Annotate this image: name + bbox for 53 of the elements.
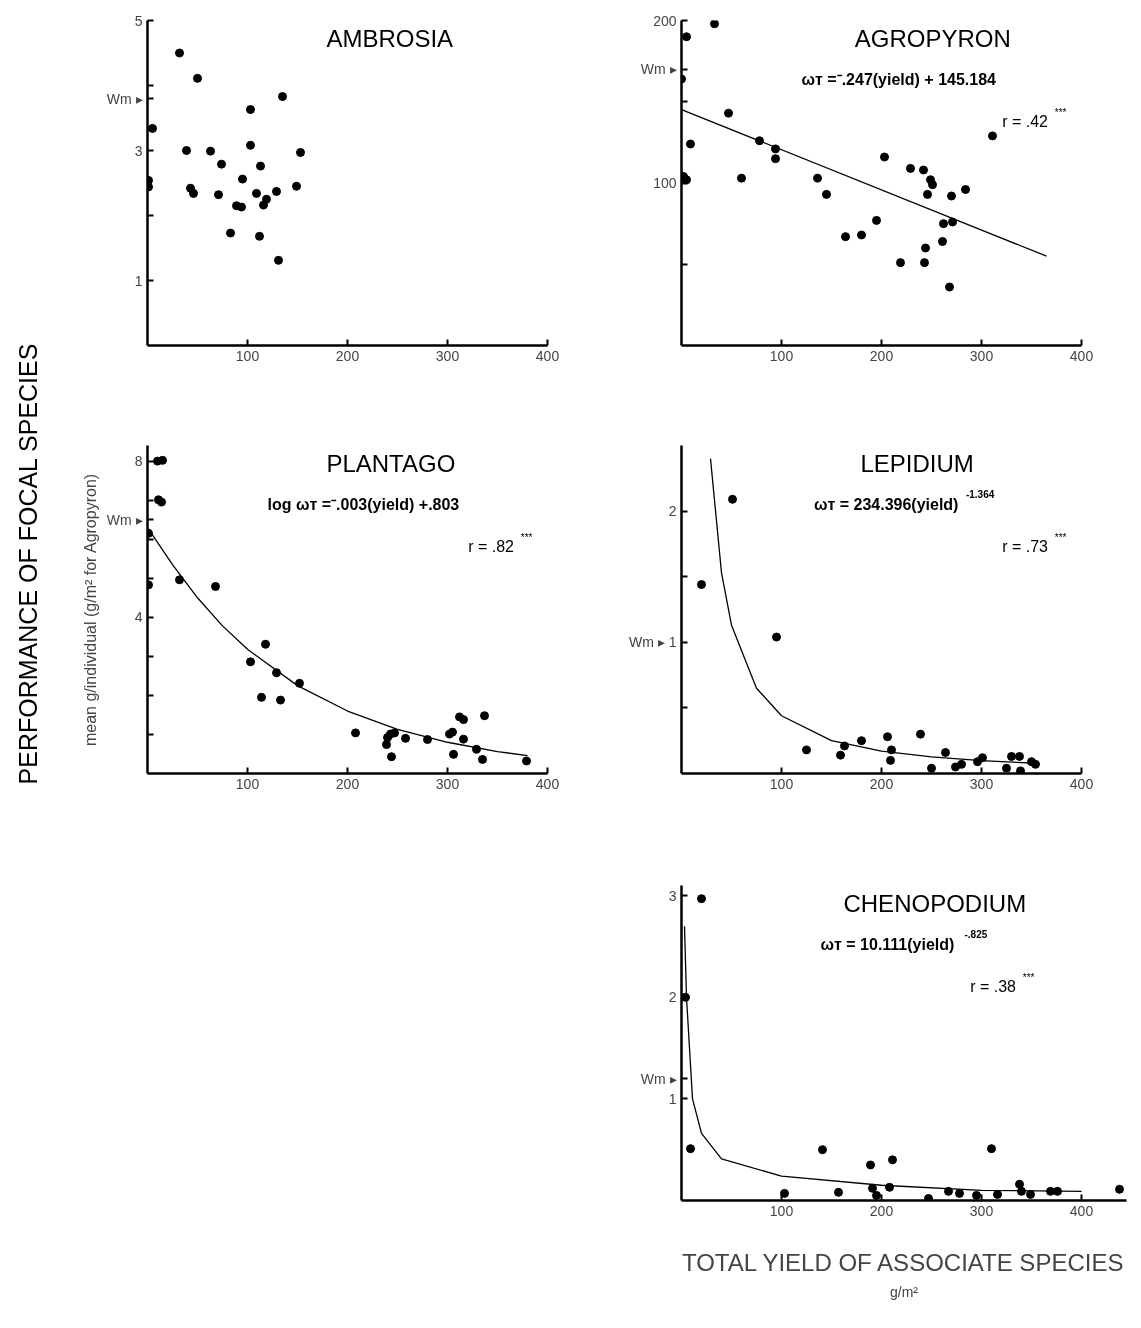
x-tick-label: 300 [435, 775, 460, 792]
x-tick-label: 200 [869, 775, 894, 792]
x-tick-label: 100 [769, 775, 794, 792]
x-tick-label: 100 [235, 347, 260, 364]
x-tick-label: 200 [335, 775, 360, 792]
x-tick-label: 400 [1069, 1202, 1094, 1219]
y-tick-label: 100 [653, 175, 677, 191]
y-tick-label: 2 [668, 989, 677, 1006]
chart-title: PLANTAGO [326, 449, 456, 477]
y-tick-label: 5 [134, 12, 143, 29]
annotation: ωᴛ =⁻.247(yield) + 145.184 [801, 70, 997, 88]
x-tick-label: 200 [869, 1202, 894, 1219]
x-tick-label: 300 [969, 775, 994, 792]
y-tick-label: 1 [668, 1090, 677, 1107]
annotation: r = .38*** [970, 971, 1035, 995]
y-tick-label: Wm ▸ [640, 1070, 677, 1087]
y-tick-label: Wm ▸ [106, 90, 143, 107]
chart-title: AGROPYRON [854, 24, 1011, 52]
x-tick-label: 300 [435, 347, 460, 364]
y-tick-label: Wm ▸ [106, 511, 143, 528]
x-tick-label: 100 [769, 1202, 794, 1219]
x-tick-label: 300 [969, 1202, 994, 1219]
y-tick-label: 3 [134, 142, 143, 159]
y-tick-label: 2 [668, 503, 677, 520]
annotation: ωᴛ = 10.111(yield)-.825 [820, 928, 988, 953]
x-tick-label: 300 [969, 347, 994, 364]
x-tick-label: 400 [535, 347, 560, 364]
y-tick-label: 8 [134, 453, 143, 470]
x-tick-label: 400 [1069, 347, 1094, 364]
annotation: log ωᴛ =⁻.003(yield) +.803 [267, 495, 460, 513]
chart-title: LEPIDIUM [860, 449, 974, 477]
annotation: ωᴛ = 234.396(yield)-1.364 [813, 488, 995, 513]
x-tick-label: 100 [235, 775, 260, 792]
y-tick-label: 200 [653, 12, 677, 29]
chart-title: CHENOPODIUM [843, 889, 1027, 917]
annotation: r = .73*** [1002, 531, 1067, 555]
text: mean g/individual (g/m² for Agropyron) [81, 473, 99, 746]
annotation: r = .42*** [1002, 106, 1067, 130]
x-tick-label: 200 [869, 347, 894, 364]
y-tick-label: 4 [134, 609, 143, 626]
x-tick-label: 100 [769, 347, 794, 364]
annotation: r = .82*** [468, 531, 533, 555]
y-tick-label: Wm ▸ [640, 61, 677, 78]
x-tick-label: 400 [1069, 775, 1094, 792]
text: g/m² [890, 1283, 919, 1300]
y-tick-label: Wm ▸ 1 [629, 634, 677, 651]
y-tick-label: 3 [668, 887, 677, 904]
y-tick-label: 1 [134, 272, 143, 289]
x-axis-title: TOTAL YIELD OF ASSOCIATE SPECIES [681, 1248, 1124, 1276]
y-axis-title: PERFORMANCE OF FOCAL SPECIES [14, 343, 43, 785]
chart-title: AMBROSIA [326, 24, 454, 52]
x-tick-label: 400 [535, 775, 560, 792]
x-tick-label: 200 [335, 347, 360, 364]
